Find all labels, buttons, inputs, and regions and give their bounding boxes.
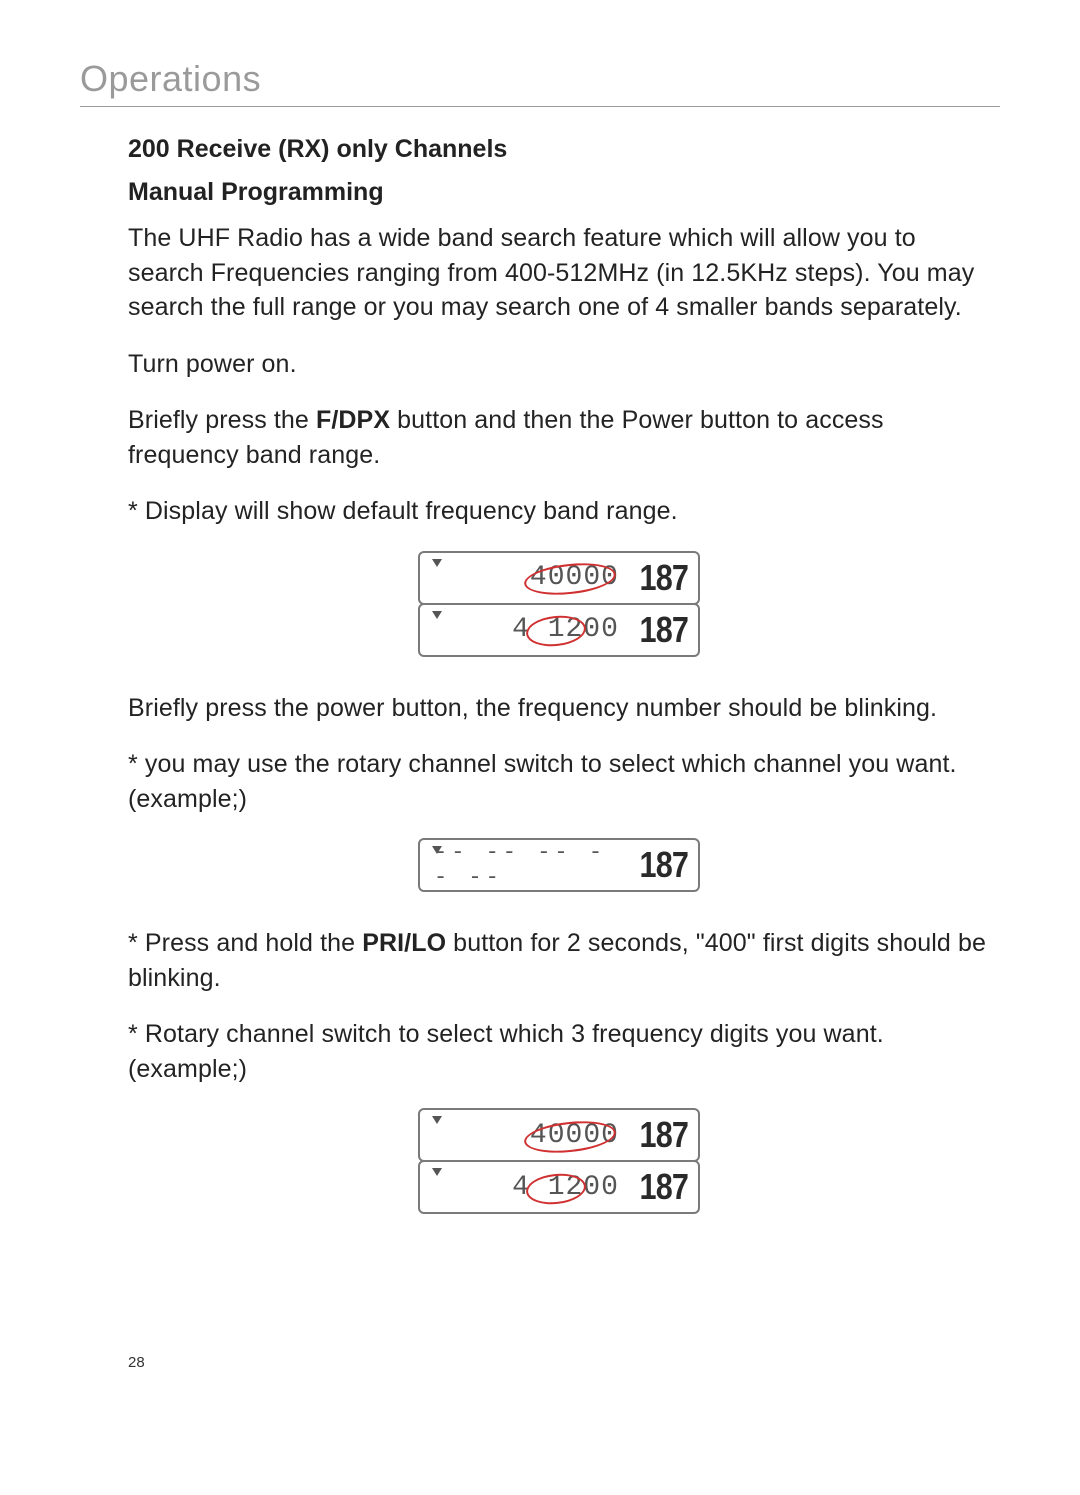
text: * Press and hold the <box>128 929 362 957</box>
lcd-channel: 187 <box>639 1166 688 1208</box>
prilo-label: PRI/LO <box>362 929 446 957</box>
heading-rx-channels: 200 Receive (RX) only Channels <box>128 135 990 164</box>
lcd-row: -- -- -- -- -- 187 <box>418 838 700 892</box>
lcd-group-c: 40000 187 4 1200 187 <box>128 1108 990 1214</box>
para-turn-power-on: Turn power on. <box>128 347 990 382</box>
circle-highlight-icon <box>525 613 588 649</box>
para-press-power: Briefly press the power button, the freq… <box>128 691 990 726</box>
lcd-channel: 187 <box>639 1114 688 1156</box>
heading-manual-programming: Manual Programming <box>128 178 990 207</box>
circle-highlight-icon <box>523 559 618 598</box>
lcd-freq: 40000 <box>530 562 619 593</box>
circle-highlight-icon <box>523 1117 618 1156</box>
circle-highlight-icon <box>525 1170 588 1206</box>
para-intro: The UHF Radio has a wide band search fea… <box>128 221 990 325</box>
body: 200 Receive (RX) only Channels Manual Pr… <box>80 135 1000 1214</box>
lcd-row: 40000 187 <box>418 551 700 605</box>
text: Briefly press the <box>128 406 316 434</box>
lcd-row: 4 1200 187 <box>418 1160 700 1214</box>
triangle-icon <box>432 611 442 619</box>
triangle-icon <box>432 1116 442 1124</box>
lcd-row: 4 1200 187 <box>418 603 700 657</box>
fdpx-label: F/DPX <box>316 406 390 434</box>
lcd-group-b: -- -- -- -- -- 187 <box>128 838 990 892</box>
lcd-dashes: -- -- -- -- -- <box>434 840 619 890</box>
triangle-icon <box>432 846 442 854</box>
section-title: Operations <box>80 58 1000 107</box>
para-press-prilo: * Press and hold the PRI/LO button for 2… <box>128 926 990 995</box>
lcd-channel: 187 <box>639 609 688 651</box>
page: Operations 200 Receive (RX) only Channel… <box>0 0 1080 1411</box>
lcd-freq: 40000 <box>530 1120 619 1151</box>
para-rotary-3digits: * Rotary channel switch to select which … <box>128 1017 990 1086</box>
lcd-freq: 4 1200 <box>512 614 619 645</box>
page-number: 28 <box>128 1354 1000 1371</box>
para-press-fdpx: Briefly press the F/DPX button and then … <box>128 403 990 472</box>
para-rotary-select: * you may use the rotary channel switch … <box>128 747 990 816</box>
triangle-icon <box>432 1168 442 1176</box>
lcd-group-a: 40000 187 4 1200 187 <box>128 551 990 657</box>
lcd-row: 40000 187 <box>418 1108 700 1162</box>
lcd-freq: 4 1200 <box>512 1172 619 1203</box>
para-display-default: * Display will show default frequency ba… <box>128 494 990 529</box>
lcd-channel: 187 <box>639 844 688 886</box>
lcd-channel: 187 <box>639 557 688 599</box>
triangle-icon <box>432 559 442 567</box>
